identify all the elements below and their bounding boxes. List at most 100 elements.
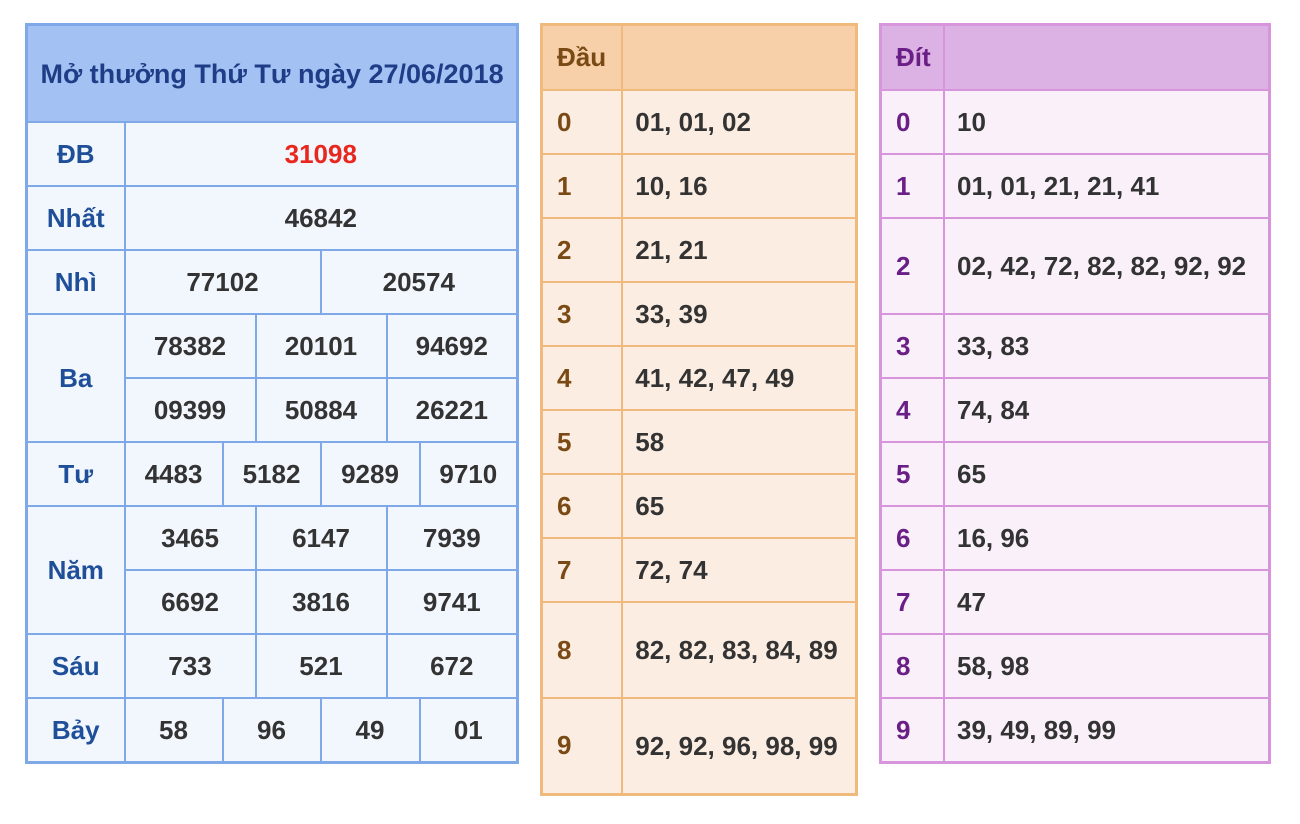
prize-number: 46842 [123, 185, 519, 251]
dau-key: 6 [540, 473, 624, 539]
prize-number: 01 [418, 697, 519, 764]
prize-number: 9289 [319, 441, 421, 507]
prize-label: Bảy [25, 697, 126, 764]
prize-number: 20101 [254, 313, 388, 379]
dau-row: 3 33, 39 [540, 281, 858, 347]
dit-values: 01, 01, 21, 21, 41 [942, 153, 1271, 219]
prize-row-sau: Sáu 733 521 672 [25, 633, 519, 699]
dau-row: 9 92, 92, 96, 98, 99 [540, 697, 858, 795]
prize-number: 672 [385, 633, 519, 699]
dau-header-blank [621, 23, 858, 91]
dit-values: 16, 96 [942, 505, 1271, 571]
dau-values: 92, 92, 96, 98, 99 [621, 697, 858, 795]
dit-row: 5 65 [879, 441, 1271, 507]
prize-number: 3816 [254, 569, 388, 635]
dau-row: 7 72, 74 [540, 537, 858, 603]
prize-number: 78382 [123, 313, 257, 379]
dit-header: Đít [879, 23, 945, 91]
special-prize-number: 31098 [123, 121, 519, 187]
dau-key: 2 [540, 217, 624, 283]
prize-label: ĐB [25, 121, 126, 187]
dit-row: 3 33, 83 [879, 313, 1271, 379]
dit-values: 10 [942, 89, 1271, 155]
prize-number: 9741 [385, 569, 519, 635]
prize-number: 26221 [385, 377, 519, 443]
dit-values: 74, 84 [942, 377, 1271, 443]
prize-number: 7939 [385, 505, 519, 571]
dau-values: 33, 39 [621, 281, 858, 347]
dau-table: Đầu 0 01, 01, 02 1 10, 16 2 21, 21 3 33, 39 … [540, 23, 858, 796]
dau-row: 5 58 [540, 409, 858, 475]
prize-label: Năm [25, 505, 126, 635]
prize-number: 96 [221, 697, 322, 764]
dau-key: 8 [540, 601, 624, 699]
prize-number: 3465 [123, 505, 257, 571]
results-title: Mở thưởng Thứ Tư ngày 27/06/2018 [25, 23, 519, 123]
prize-number: 20574 [319, 249, 519, 315]
prize-number: 50884 [254, 377, 388, 443]
prize-number: 58 [123, 697, 224, 764]
dit-key: 3 [879, 313, 945, 379]
dit-table: Đít 0 10 1 01, 01, 21, 21, 41 2 02, 42, 72,… [879, 23, 1271, 764]
prize-row-ba: Ba 78382 20101 94692 [25, 313, 519, 443]
dit-values: 02, 42, 72, 82, 82, 92, 92 [942, 217, 1271, 315]
prize-label: Nhất [25, 185, 126, 251]
prize-label: Nhì [25, 249, 126, 315]
dit-key: 1 [879, 153, 945, 219]
dau-row: 1 10, 16 [540, 153, 858, 219]
dit-key: 2 [879, 217, 945, 315]
prize-number: 5182 [221, 441, 322, 507]
prize-row-ba-2: 09399 50884 26221 [27, 377, 519, 443]
prize-number: 9710 [418, 441, 519, 507]
prize-label: Sáu [25, 633, 126, 699]
dit-row: 1 01, 01, 21, 21, 41 [879, 153, 1271, 219]
prize-number: 733 [123, 633, 257, 699]
dit-header-blank [942, 23, 1271, 91]
dau-row: 0 01, 01, 02 [540, 89, 858, 155]
dit-key: 7 [879, 569, 945, 635]
dit-row: 6 16, 96 [879, 505, 1271, 571]
dit-key: 5 [879, 441, 945, 507]
dau-row: 8 82, 82, 83, 84, 89 [540, 601, 858, 699]
dit-values: 33, 83 [942, 313, 1271, 379]
prize-row-tu: Tư 4483 5182 9289 9710 [25, 441, 519, 507]
results-table: Mở thưởng Thứ Tư ngày 27/06/2018 ĐB 3109… [25, 23, 520, 764]
prize-row-nam-2: 6692 3816 9741 [27, 569, 519, 635]
dau-header: Đầu [540, 23, 624, 91]
dau-key: 0 [540, 89, 624, 155]
dit-row: 9 39, 49, 89, 99 [879, 697, 1271, 764]
dit-row: 2 02, 42, 72, 82, 82, 92, 92 [879, 217, 1271, 315]
prize-number: 4483 [123, 441, 224, 507]
dit-row: 8 58, 98 [879, 633, 1271, 699]
dit-key: 8 [879, 633, 945, 699]
prize-number: 6147 [254, 505, 388, 571]
dau-row: 4 41, 42, 47, 49 [540, 345, 858, 411]
prize-number: 49 [319, 697, 421, 764]
prize-label: Tư [25, 441, 126, 507]
dau-key: 9 [540, 697, 624, 795]
dau-row: 6 65 [540, 473, 858, 539]
dit-key: 0 [879, 89, 945, 155]
prize-row-nhat: Nhất 46842 [25, 185, 519, 251]
dau-values: 58 [621, 409, 858, 475]
prize-row-db: ĐB 31098 [25, 121, 519, 187]
dit-row: 4 74, 84 [879, 377, 1271, 443]
dit-values: 39, 49, 89, 99 [942, 697, 1271, 764]
dit-key: 4 [879, 377, 945, 443]
dit-row: 7 47 [879, 569, 1271, 635]
prize-number: 09399 [123, 377, 257, 443]
prize-number: 521 [254, 633, 388, 699]
dit-values: 58, 98 [942, 633, 1271, 699]
prize-row-nhi: Nhì 77102 20574 [25, 249, 519, 315]
dau-row: 2 21, 21 [540, 217, 858, 283]
dau-key: 7 [540, 537, 624, 603]
dau-values: 82, 82, 83, 84, 89 [621, 601, 858, 699]
dit-values: 47 [942, 569, 1271, 635]
dit-values: 65 [942, 441, 1271, 507]
prize-row-nam: Năm 3465 6147 7939 [25, 505, 519, 635]
dit-key: 6 [879, 505, 945, 571]
dau-values: 10, 16 [621, 153, 858, 219]
prize-number: 94692 [385, 313, 519, 379]
dau-key: 3 [540, 281, 624, 347]
dau-values: 65 [621, 473, 858, 539]
